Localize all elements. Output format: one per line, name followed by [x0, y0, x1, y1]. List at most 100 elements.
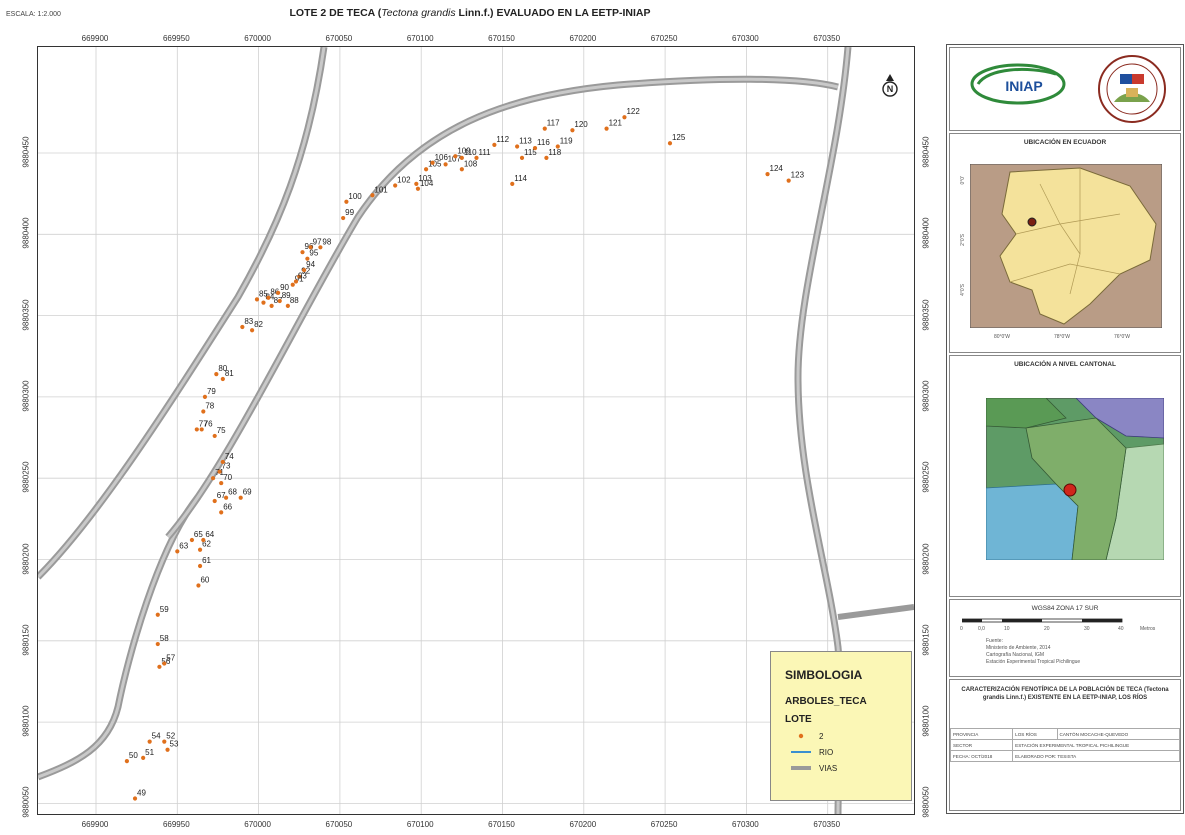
- tree-point: [157, 664, 162, 669]
- info-sector-value: ESTACIÓN EXPERIMENTAL TROPICAL PICHILING…: [1012, 739, 1180, 751]
- tree-point: [240, 324, 245, 330]
- tree-label: 90: [280, 283, 289, 292]
- tree-point: [285, 303, 290, 308]
- tree-label: 70: [223, 473, 232, 482]
- info-sector-label: SECTOR: [949, 739, 1014, 751]
- scale-label-2: 10: [1004, 626, 1010, 632]
- x-tick-label: 670300: [732, 820, 759, 829]
- x-tick-label: 670200: [569, 34, 597, 43]
- tree-label: 110: [464, 148, 477, 157]
- y-tick-label: 9880300: [921, 380, 931, 412]
- tree-label: 113: [519, 136, 532, 145]
- info-canton-value: CANTÓN MOCACHE-QUEVEDO: [1056, 728, 1181, 740]
- scale-label-4: 30: [1084, 626, 1090, 632]
- tree-point: [393, 183, 398, 188]
- tree-label: 92: [301, 267, 310, 276]
- tree-point: [249, 328, 255, 333]
- x-tick-label: 669900: [81, 34, 109, 43]
- y-tick-label: 9880100: [921, 705, 931, 737]
- tree-label: 62: [202, 540, 211, 549]
- tree-point: [555, 144, 560, 149]
- tree-point: [515, 144, 520, 149]
- scale-text: ESCALA: 1:2.000: [6, 11, 61, 18]
- tree-point: [266, 295, 271, 300]
- y-tick-label: 9880050: [921, 786, 931, 818]
- tree-label: 111: [478, 148, 491, 157]
- tree-point: [201, 409, 206, 414]
- tree-label: 95: [309, 249, 318, 258]
- road-lot-edge: [165, 75, 839, 540]
- tree-point: [175, 549, 180, 554]
- tree-label: 69: [243, 488, 252, 497]
- tree-point: [214, 372, 219, 377]
- tree-point: [305, 256, 310, 261]
- y-tick-label: 9880150: [21, 624, 31, 656]
- info-province-value: LOS RÍOS: [1012, 728, 1058, 740]
- road-lot-edge-inner: [166, 77, 839, 538]
- tree-label: 75: [217, 426, 226, 435]
- scale-box: WGS84 ZONA 17 SUR 0 0,0 10 20 30 40 Metr…: [949, 599, 1181, 677]
- tree-label: 65: [194, 530, 203, 539]
- tree-point: [532, 146, 538, 151]
- tree-point: [201, 537, 206, 543]
- tree-label: 78: [205, 402, 214, 411]
- tree-label: 54: [152, 732, 161, 741]
- tree-label: 61: [202, 556, 211, 565]
- map-frame[interactable]: 49 50 51 52 53 54 56 57 58 59 60 61 62 63 64 65 66 67 68 69…: [37, 46, 915, 815]
- tree-point: [544, 155, 549, 160]
- x-tick-label: 670050: [325, 34, 353, 43]
- tree-point: [155, 612, 160, 617]
- legend-title: SIMBOLOGIA: [785, 668, 863, 682]
- tree-label: 116: [537, 138, 550, 147]
- ecuador-lon-label-3: 76°0'W: [1114, 334, 1131, 340]
- tree-point: [474, 155, 479, 160]
- tree-point: [147, 739, 152, 744]
- tree-point: [542, 126, 547, 131]
- ecuador-title: UBICACIÓN EN ECUADOR: [1023, 139, 1107, 146]
- tree-label: 59: [160, 605, 169, 614]
- x-tick-label: 670350: [813, 34, 841, 43]
- iniap-logo: INIAP: [970, 63, 1066, 105]
- tree-label: 98: [322, 237, 331, 246]
- ecuador-location-box: UBICACIÓN EN ECUADOR 0°0' 2°0'S 4°0'S 80…: [949, 133, 1181, 353]
- legend-river-label: RIO: [819, 748, 834, 757]
- tree-point: [189, 537, 195, 543]
- title-pre: LOTE 2 DE TECA (: [289, 7, 382, 19]
- tree-label: 120: [574, 120, 588, 129]
- tree-point: [210, 476, 216, 481]
- tree-point: [570, 128, 575, 133]
- ecuador-lat-label-2: 2°0'S: [960, 234, 966, 246]
- scale-label-1: 0,0: [978, 626, 985, 632]
- tree-label: 83: [244, 317, 253, 326]
- tree-label: 86: [270, 288, 279, 297]
- x-tick-label: 670350: [813, 820, 841, 829]
- tree-point: [308, 245, 313, 250]
- y-tick-label: 9880300: [21, 380, 31, 412]
- ecuador-map: [970, 164, 1162, 328]
- tree-point: [430, 160, 435, 165]
- x-tick-label: 670050: [325, 820, 353, 829]
- tree-label: 56: [161, 657, 170, 666]
- tree-point: [300, 250, 305, 255]
- legend: SIMBOLOGIA ARBOLES_TECA LOTE 2 RIO VIAS: [770, 651, 912, 801]
- tree-label: 60: [200, 576, 209, 585]
- sources-title: Fuente:: [986, 638, 1003, 644]
- tree-label: 58: [160, 634, 169, 643]
- y-tick-label: 9880400: [21, 217, 31, 249]
- info-row-date: FECHA: OCT/2018 ELABORADO POR: TESISTA: [949, 750, 1180, 762]
- legend-layer-lot: LOTE: [785, 714, 812, 725]
- tree-point: [276, 290, 281, 295]
- tree-label: 112: [496, 135, 509, 144]
- tree-label: 81: [225, 369, 234, 378]
- tree-point: [196, 583, 201, 588]
- tree-point: [443, 162, 448, 167]
- tree-label: 94: [306, 260, 315, 269]
- title-block: CARACTERIZACIÓN FENOTÍPICA DE LA POBLACI…: [949, 679, 1181, 811]
- x-tick-label: 670150: [488, 820, 515, 829]
- tree-point: [194, 427, 199, 432]
- tree-point: [238, 495, 243, 500]
- tree-label: 104: [420, 179, 434, 188]
- x-tick-label: 670300: [732, 34, 759, 43]
